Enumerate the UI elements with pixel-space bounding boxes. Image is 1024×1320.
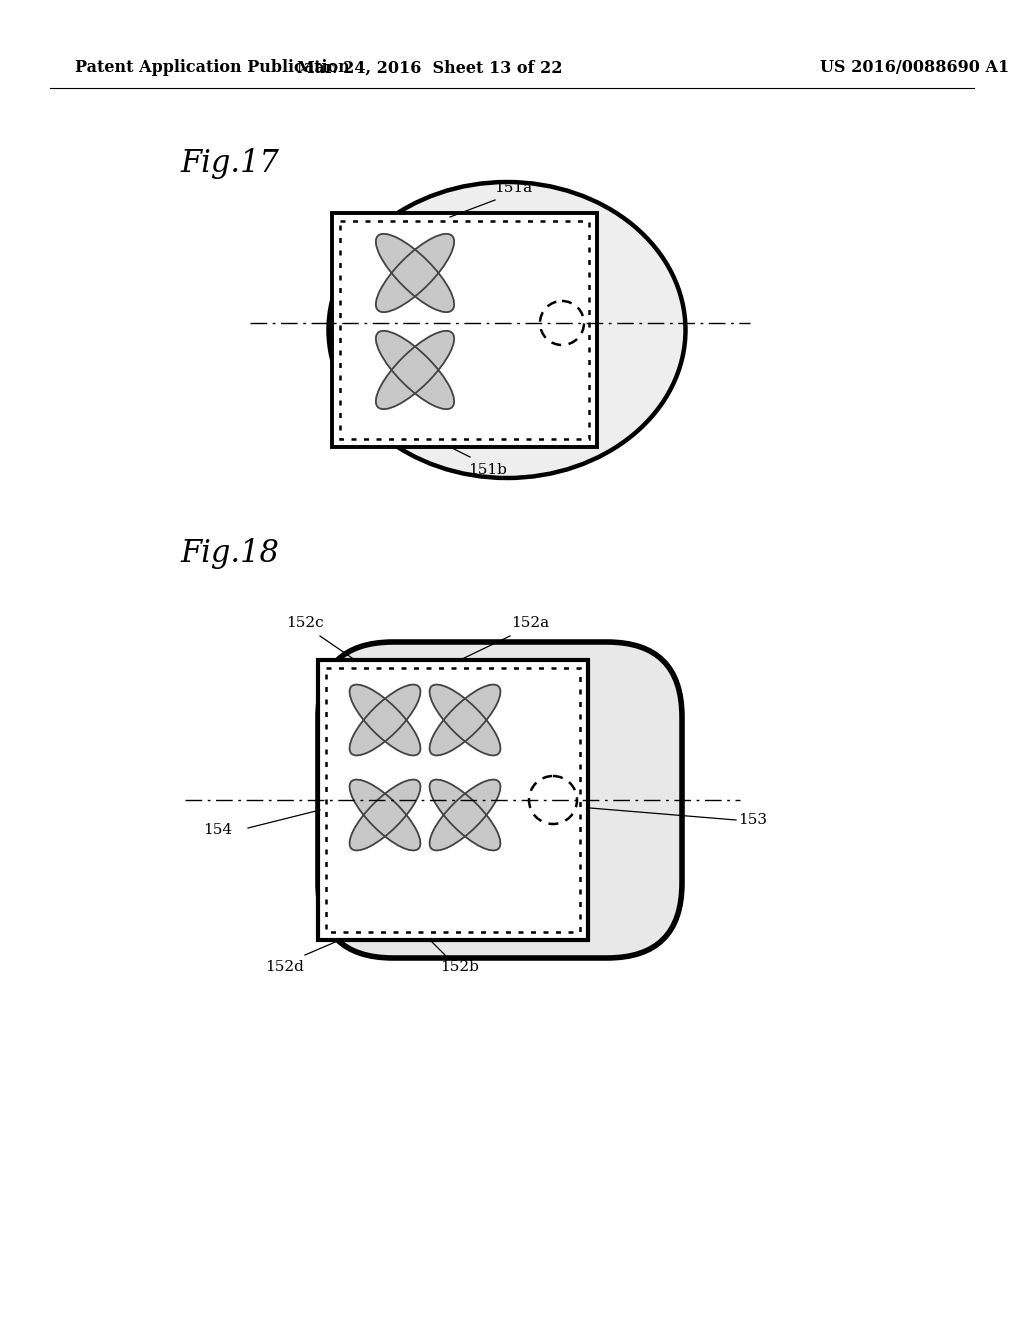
Ellipse shape bbox=[329, 182, 685, 478]
Bar bbox=[318, 660, 588, 940]
Ellipse shape bbox=[376, 234, 454, 312]
Ellipse shape bbox=[429, 685, 501, 755]
Ellipse shape bbox=[349, 780, 421, 850]
Text: 154: 154 bbox=[204, 822, 232, 837]
Text: 151a: 151a bbox=[494, 181, 532, 195]
Ellipse shape bbox=[429, 780, 501, 850]
Bar bbox=[340, 220, 589, 440]
Ellipse shape bbox=[429, 685, 501, 755]
Ellipse shape bbox=[376, 331, 454, 409]
Text: Fig.17: Fig.17 bbox=[180, 148, 279, 180]
Ellipse shape bbox=[349, 780, 421, 850]
Text: Mar. 24, 2016  Sheet 13 of 22: Mar. 24, 2016 Sheet 13 of 22 bbox=[297, 59, 563, 77]
Ellipse shape bbox=[429, 780, 501, 850]
Ellipse shape bbox=[376, 234, 454, 312]
Text: US 2016/0088690 A1: US 2016/0088690 A1 bbox=[820, 59, 1010, 77]
FancyBboxPatch shape bbox=[318, 642, 682, 958]
Ellipse shape bbox=[349, 685, 421, 755]
Text: 152c: 152c bbox=[286, 616, 324, 630]
Text: 152d: 152d bbox=[265, 960, 304, 974]
Text: 153: 153 bbox=[738, 813, 767, 828]
Bar bbox=[332, 213, 597, 447]
Text: 151b: 151b bbox=[469, 463, 508, 477]
Text: 152a: 152a bbox=[511, 616, 549, 630]
Ellipse shape bbox=[349, 685, 421, 755]
Text: Fig.18: Fig.18 bbox=[180, 539, 279, 569]
Bar bbox=[326, 668, 580, 932]
Text: Patent Application Publication: Patent Application Publication bbox=[75, 59, 350, 77]
Ellipse shape bbox=[376, 331, 454, 409]
Text: 152b: 152b bbox=[440, 960, 479, 974]
